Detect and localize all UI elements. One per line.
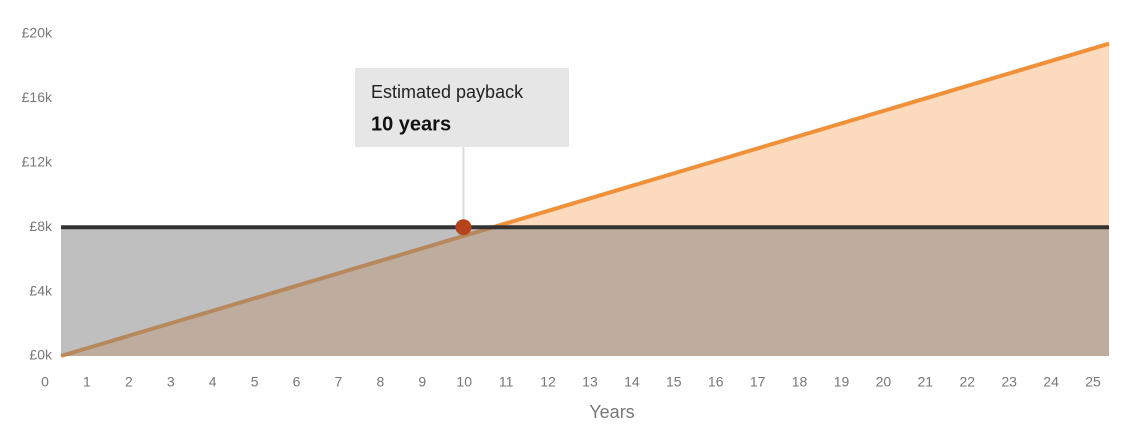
payback-point xyxy=(455,219,472,236)
x-tick-label: 2 xyxy=(125,374,133,390)
x-tick-label: 25 xyxy=(1085,374,1101,390)
x-tick-label: 18 xyxy=(792,374,808,390)
y-tick-label: £0k xyxy=(29,347,53,363)
y-tick-label: £20k xyxy=(22,25,53,41)
y-tick-label: £16k xyxy=(22,89,53,105)
x-tick-label: 0 xyxy=(41,374,49,390)
x-tick-label: 15 xyxy=(666,374,682,390)
x-tick-label: 8 xyxy=(376,374,384,390)
annotation-box xyxy=(355,68,569,147)
x-tick-label: 12 xyxy=(540,374,556,390)
y-tick-label: £4k xyxy=(29,282,53,298)
x-tick-label: 1 xyxy=(83,374,91,390)
x-tick-label: 3 xyxy=(167,374,175,390)
x-tick-label: 7 xyxy=(335,374,343,390)
x-tick-label: 4 xyxy=(209,374,217,390)
x-tick-label: 13 xyxy=(582,374,598,390)
annotation-text: 10 years xyxy=(371,113,451,135)
x-tick-label: 20 xyxy=(876,374,892,390)
area-fill xyxy=(61,227,1109,356)
x-tick-label: 11 xyxy=(499,374,514,390)
x-tick-label: 17 xyxy=(750,374,766,390)
x-tick-label: 5 xyxy=(251,374,259,390)
x-tick-label: 9 xyxy=(418,374,426,390)
x-tick-label: 24 xyxy=(1043,374,1059,390)
y-tick-label: £8k xyxy=(29,218,53,234)
x-tick-label: 22 xyxy=(959,374,975,390)
y-tick-label: £12k xyxy=(22,154,53,170)
annotation-title: Estimated payback xyxy=(371,82,524,102)
x-tick-label: 14 xyxy=(624,374,640,390)
x-axis-label: Years xyxy=(589,402,634,422)
x-tick-label: 6 xyxy=(293,374,301,390)
x-tick-label: 10 xyxy=(456,374,472,390)
x-tick-label: 23 xyxy=(1001,374,1017,390)
x-tick-label: 19 xyxy=(834,374,850,390)
x-tick-label: 16 xyxy=(708,374,724,390)
x-tick-label: 21 xyxy=(918,374,934,390)
